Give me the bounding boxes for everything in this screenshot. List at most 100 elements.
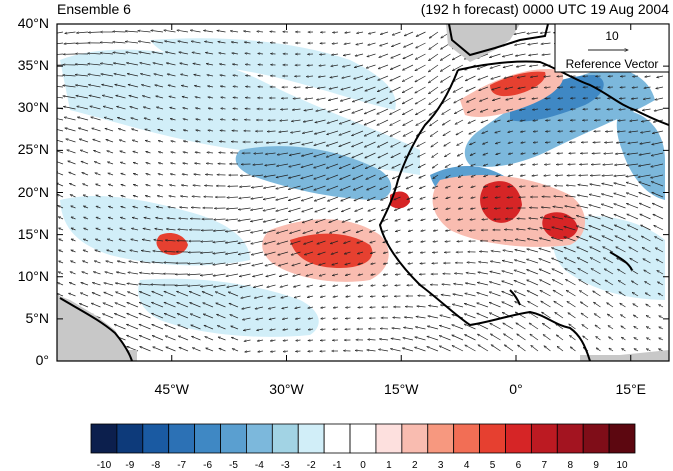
- wind-vector: [138, 31, 151, 33]
- wind-vector: [107, 239, 114, 242]
- wind-vector: [340, 97, 351, 101]
- wind-vector: [477, 64, 489, 69]
- wind-vector: [190, 30, 201, 33]
- wind-vector: [204, 30, 214, 33]
- wind-vector: [200, 273, 214, 276]
- wind-vector: [390, 108, 401, 115]
- wind-vector: [95, 173, 101, 176]
- wind-vector: [516, 64, 526, 67]
- wind-vector: [415, 53, 426, 59]
- wind-vector: [263, 229, 276, 233]
- wind-vector: [219, 53, 226, 54]
- wind-vector: [416, 42, 426, 48]
- wind-vector: [602, 225, 614, 231]
- wind-vector: [654, 225, 664, 231]
- wind-vector: [616, 142, 626, 143]
- wind-vector: [57, 150, 64, 154]
- wind-vector: [601, 194, 614, 198]
- wind-vector: [341, 86, 351, 90]
- wind-vector: [279, 131, 289, 132]
- wind-vector: [126, 52, 139, 55]
- wind-vector: [121, 195, 126, 197]
- wind-vector: [195, 163, 201, 164]
- colorbar-swatch: [375, 423, 403, 454]
- wind-vector: [421, 230, 426, 231]
- wind-vector: [192, 52, 201, 55]
- wind-vector: [640, 141, 651, 144]
- wind-vector: [328, 207, 339, 212]
- wind-vector: [314, 163, 326, 168]
- wind-vector: [419, 185, 426, 189]
- wind-vector: [495, 186, 501, 187]
- wind-vector: [263, 218, 276, 222]
- wind-vector: [277, 240, 289, 244]
- colorbar-swatch: [401, 423, 429, 454]
- wind-vector: [157, 118, 164, 121]
- anomaly-red-core-west: [156, 233, 188, 256]
- wind-vector: [601, 204, 614, 209]
- wind-vector: [432, 252, 439, 253]
- wind-vector: [70, 272, 76, 275]
- wind-vector: [557, 87, 564, 88]
- wind-vector: [355, 207, 364, 211]
- wind-vector: [357, 240, 364, 243]
- wind-vector: [219, 153, 226, 154]
- wind-vector: [493, 108, 501, 111]
- wind-vector: [57, 86, 64, 88]
- wind-vector: [317, 97, 326, 100]
- wind-vector: [615, 164, 626, 165]
- lat-tick-label: 10°N: [17, 267, 49, 284]
- wind-vector: [452, 64, 464, 71]
- wind-vector: [281, 109, 289, 110]
- wind-vector: [326, 152, 339, 157]
- wind-vector: [482, 208, 489, 209]
- colorbar-swatch: [271, 423, 299, 454]
- wind-vector: [614, 225, 626, 231]
- wind-vector: [276, 207, 289, 211]
- wind-vector: [146, 163, 151, 164]
- wind-vector: [120, 228, 126, 231]
- wind-vector: [529, 53, 539, 55]
- wind-vector: [396, 241, 401, 242]
- wind-vector: [152, 262, 164, 263]
- wind-vector: [471, 197, 476, 198]
- wind-vector: [80, 150, 89, 154]
- colorbar-level-label: 0: [360, 460, 366, 471]
- wind-vector: [627, 225, 639, 231]
- wind-vector: [415, 108, 426, 115]
- wind-vector: [206, 64, 214, 65]
- wind-vector: [639, 193, 651, 198]
- wind-vector: [520, 131, 526, 132]
- wind-vector: [191, 207, 201, 208]
- wind-vector: [545, 142, 551, 143]
- wind-vector: [395, 285, 401, 286]
- wind-vector: [165, 52, 176, 55]
- anomaly-red-core-sahara: [480, 181, 522, 223]
- wind-vector: [240, 175, 251, 176]
- wind-vector: [556, 164, 564, 165]
- wind-vector: [626, 182, 639, 187]
- wind-vector: [651, 174, 664, 178]
- wind-vector: [392, 163, 401, 168]
- wind-vector: [289, 207, 301, 212]
- wind-vector: [365, 97, 376, 102]
- wind-vector: [129, 96, 139, 99]
- wind-vector: [167, 74, 176, 77]
- wind-vector: [390, 97, 401, 104]
- wind-vector: [125, 31, 139, 32]
- wind-vector: [357, 251, 364, 254]
- wind-vector: [180, 207, 189, 208]
- wind-vector: [100, 42, 114, 43]
- wind-vector: [316, 229, 326, 233]
- wind-vector: [445, 185, 451, 188]
- wind-vector: [651, 182, 664, 187]
- wind-vector: [478, 75, 489, 80]
- wind-vector: [408, 230, 414, 231]
- wind-vector: [278, 262, 289, 266]
- wind-vector: [152, 52, 164, 55]
- wind-vector: [433, 230, 439, 231]
- wind-vector: [421, 241, 426, 242]
- colorbar-level-label: 5: [489, 460, 496, 471]
- wind-vector: [327, 185, 339, 190]
- anomaly-red-core-coastal: [390, 191, 410, 209]
